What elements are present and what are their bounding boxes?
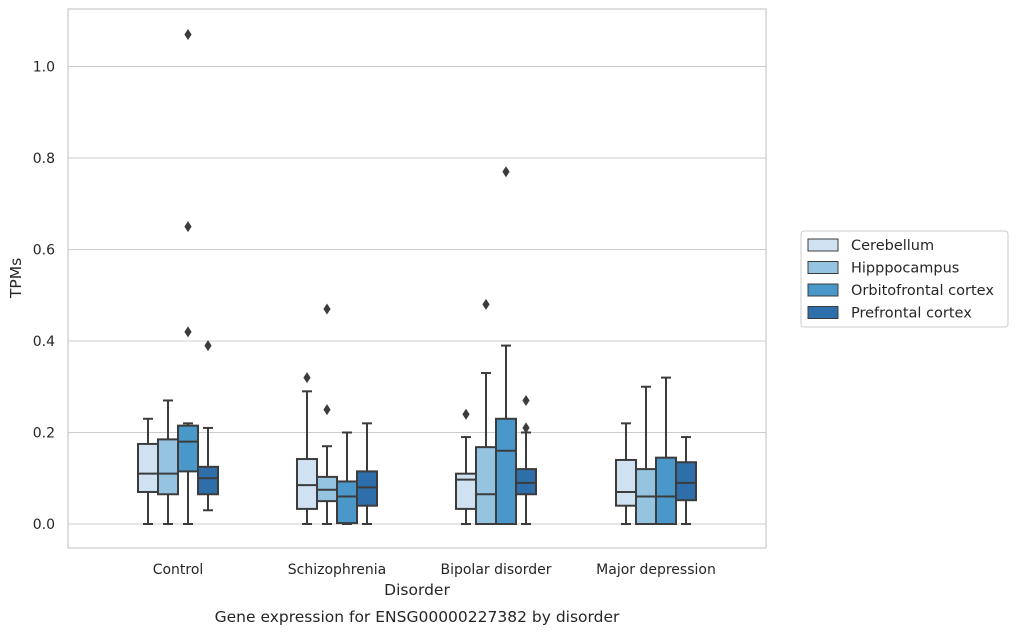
legend-swatch <box>807 238 839 252</box>
box <box>515 468 537 496</box>
box-prefrontal-cortex <box>356 422 378 525</box>
outlier-point <box>204 340 212 352</box>
y-tick-label: 0.2 <box>33 426 55 442</box>
box-hipppocampus <box>475 298 497 526</box>
box-orbitofrontal-cortex <box>495 166 517 525</box>
box-hipppocampus <box>635 385 657 526</box>
box <box>197 465 219 496</box>
y-axis-ticks: 0.0 0.2 0.4 0.6 0.8 1.0 <box>33 60 55 534</box>
plot-frame <box>67 8 767 549</box>
legend-label: Orbitofrontal cortex <box>851 283 994 299</box>
outlier-point <box>303 372 311 384</box>
outlier-point <box>502 166 510 178</box>
box <box>655 456 677 526</box>
outlier-point <box>323 404 331 416</box>
x-tick-label: Bipolar disorder <box>440 562 551 578</box>
box-orbitofrontal-cortex <box>177 28 199 525</box>
x-axis-label: Disorder <box>384 581 450 599</box>
x-tick-label: Major depression <box>596 562 716 578</box>
y-tick-label: 0.0 <box>33 517 55 533</box>
box-prefrontal-cortex <box>197 340 219 512</box>
box <box>336 480 358 525</box>
box <box>157 438 179 496</box>
legend-swatch <box>807 261 839 274</box>
box-cerebellum <box>615 422 637 525</box>
y-tick-label: 1.0 <box>33 60 55 76</box>
box <box>296 458 318 510</box>
outlier-point <box>184 326 192 338</box>
chart-caption: Gene expression for ENSG00000227382 by d… <box>215 608 620 626</box>
x-tick-label: Control <box>153 562 204 578</box>
outlier-point <box>323 303 331 315</box>
box <box>615 458 637 507</box>
legend: Cerebellum Hipppocampus Orbitofrontal cort… <box>800 230 1009 328</box>
outlier-point <box>522 394 530 406</box>
box <box>177 424 199 473</box>
box-hipppocampus <box>157 399 179 525</box>
y-tick-label: 0.8 <box>33 151 55 167</box>
y-tick-label: 0.6 <box>33 243 55 259</box>
box <box>356 470 378 507</box>
legend-label: Prefrontal cortex <box>851 306 972 322</box>
box <box>675 461 697 502</box>
outlier-point <box>184 221 192 233</box>
box-cerebellum <box>296 372 318 525</box>
box-orbitofrontal-cortex <box>655 376 677 526</box>
x-axis-ticks: Control Schizophrenia Bipolar disorder Majo… <box>153 562 716 578</box>
outlier-point <box>482 298 490 310</box>
x-tick-label: Schizophrenia <box>288 562 386 578</box>
legend-frame <box>800 230 1009 328</box>
legend-swatch <box>807 283 839 297</box>
outlier-point <box>522 422 530 434</box>
box-prefrontal-cortex <box>675 436 697 525</box>
box-cerebellum <box>455 408 477 525</box>
outlier-point <box>184 28 192 40</box>
box-orbitofrontal-cortex <box>336 431 358 525</box>
legend-swatch <box>807 306 839 319</box>
y-axis-label: TPMs <box>7 258 25 299</box>
box <box>495 417 517 525</box>
box-hipppocampus <box>316 303 338 525</box>
box-cerebellum <box>137 417 159 525</box>
legend-label: Cerebellum <box>851 238 934 254</box>
outlier-point <box>462 408 470 420</box>
box <box>137 442 159 493</box>
y-tick-label: 0.4 <box>33 334 55 350</box>
legend-label: Hipppocampus <box>851 261 959 277</box>
box <box>475 446 497 526</box>
box-prefrontal-cortex <box>515 394 537 525</box>
box-plot-area <box>137 28 697 526</box>
